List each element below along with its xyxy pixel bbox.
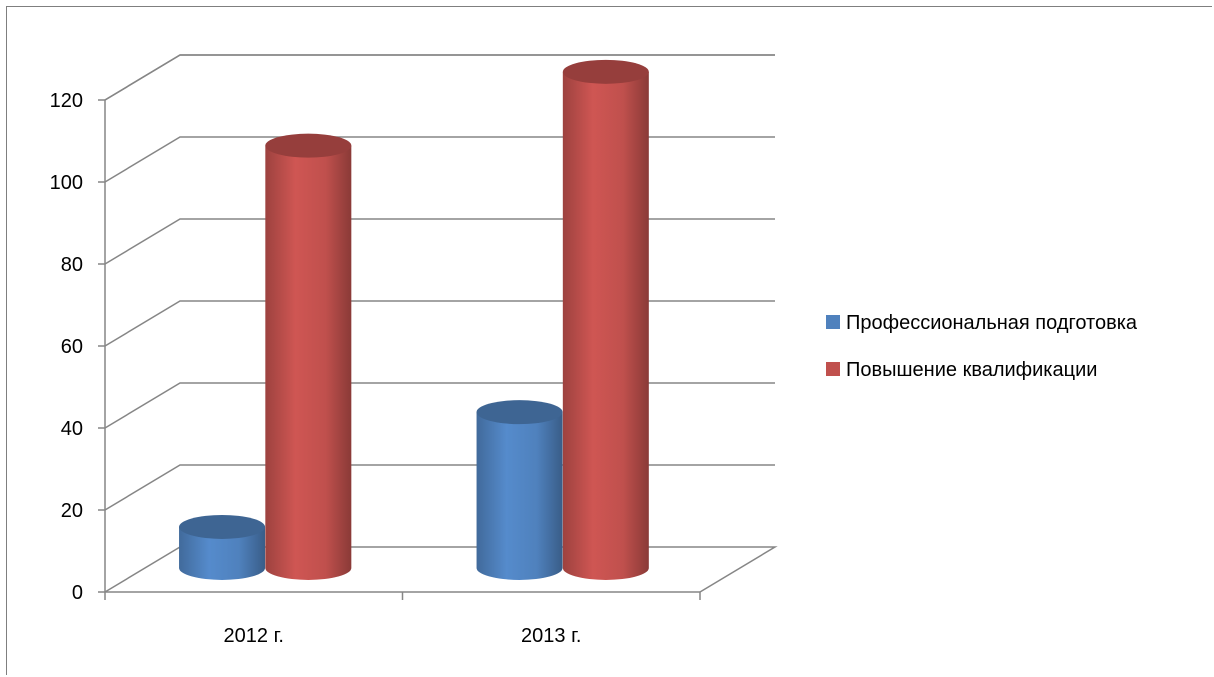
y-tick-label: 100 xyxy=(50,172,83,194)
bars xyxy=(179,59,649,580)
y-tick-label: 120 xyxy=(50,90,83,112)
grid-line xyxy=(104,382,775,429)
legend-item: Повышение квалификации xyxy=(826,359,1097,381)
bar xyxy=(265,133,352,580)
grid-line xyxy=(104,218,775,265)
x-tick-label: 2013 г. xyxy=(521,625,581,647)
grid-line xyxy=(104,54,775,101)
y-axis-ticks: 0 20 40 60 80 100 120 xyxy=(50,90,105,604)
x-tick-label: 2012 г. xyxy=(224,625,284,647)
y-tick-label: 80 xyxy=(61,254,83,276)
bar xyxy=(476,400,563,580)
bar xyxy=(562,59,649,580)
chart-frame xyxy=(6,6,1212,675)
y-tick-label: 60 xyxy=(61,336,83,358)
legend-swatch xyxy=(826,315,840,329)
grid-line xyxy=(104,300,775,347)
grid-line xyxy=(104,464,775,511)
legend-item: Профессиональная подготовка xyxy=(826,312,1138,334)
grid-line xyxy=(104,136,775,183)
y-tick-label: 20 xyxy=(61,500,83,522)
y-tick-label: 40 xyxy=(61,418,83,440)
bar xyxy=(179,514,266,580)
legend-swatch xyxy=(826,362,840,376)
grid-line xyxy=(104,54,775,101)
x-axis-ticks: 2012 г. 2013 г. xyxy=(104,592,701,647)
legend: Профессиональная подготовка Повышение ква… xyxy=(826,312,1138,381)
grid-lines xyxy=(104,54,775,511)
y-tick-label: 0 xyxy=(72,582,83,604)
legend-label: Профессиональная подготовка xyxy=(846,312,1138,334)
legend-label: Повышение квалификации xyxy=(846,359,1097,381)
